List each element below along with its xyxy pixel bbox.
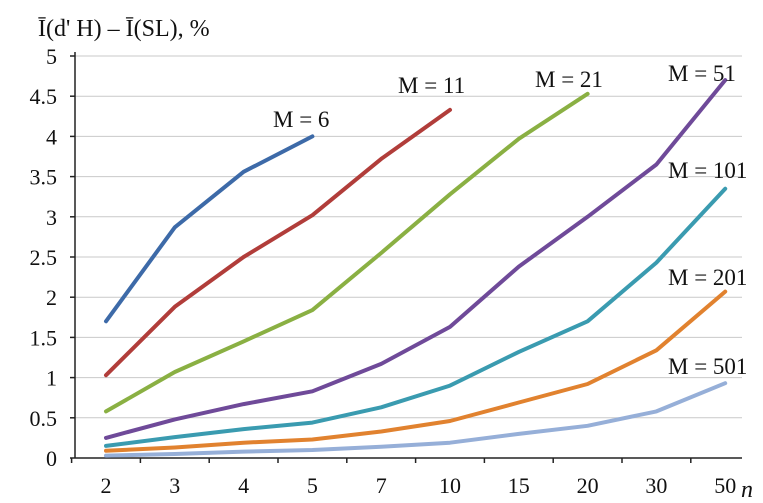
y-tick-label: 3.5 — [30, 165, 58, 190]
y-tick-labels: 0 0.5 1 1.5 2 2.5 3 3.5 4 4.5 5 — [30, 44, 58, 471]
x-tick-label: 5 — [307, 473, 318, 498]
series-line — [104, 381, 728, 458]
x-tick-label: 15 — [508, 473, 530, 498]
y-tick-label: 3 — [46, 205, 57, 230]
series-line — [104, 78, 728, 440]
y-tick-label: 4 — [46, 124, 57, 149]
axes — [70, 52, 742, 463]
series-label: M = 21 — [535, 67, 603, 92]
series-line — [104, 186, 728, 448]
x-tick-label: 10 — [439, 473, 461, 498]
series-label: M = 101 — [668, 158, 747, 183]
x-tick-label: 50 — [714, 473, 736, 498]
series-label: M = 201 — [668, 265, 747, 290]
x-tick-label: 20 — [577, 473, 599, 498]
series-label: M = 6 — [273, 107, 329, 132]
y-tick-label: 1 — [46, 366, 57, 391]
series-line — [104, 289, 728, 453]
x-tick-labels: 2 3 4 5 7 10 15 20 30 50 — [101, 473, 737, 498]
x-tick-label: 2 — [101, 473, 112, 498]
y-tick-label: 2.5 — [30, 245, 58, 270]
y-tick-label: 0.5 — [30, 406, 58, 431]
y-tick-label: 4.5 — [30, 84, 58, 109]
series-line — [104, 134, 315, 324]
x-tick-label: 4 — [238, 473, 249, 498]
y-tick-label: 0 — [46, 446, 57, 471]
y-tick-label: 1.5 — [30, 325, 58, 350]
series-label: M = 11 — [398, 73, 465, 98]
y-tick-label: 2 — [46, 285, 57, 310]
series-line — [104, 107, 452, 378]
series-labels: M = 6 M = 11 M = 21 M = 51 M = 101 M = 201 M =… — [273, 61, 747, 379]
y-tick-label: 5 — [46, 44, 57, 69]
series-label: M = 51 — [668, 61, 736, 86]
series-line — [104, 91, 590, 414]
x-tick-label: 3 — [169, 473, 180, 498]
series-lines — [104, 78, 728, 458]
grid — [75, 55, 742, 419]
series-label: M = 501 — [668, 354, 747, 379]
x-axis-title: n — [741, 477, 753, 503]
x-tick-label: 30 — [645, 473, 667, 498]
x-tick-label: 7 — [376, 473, 387, 498]
y-axis-title: Ī(d' H) – Ī(SL), % — [38, 16, 210, 42]
